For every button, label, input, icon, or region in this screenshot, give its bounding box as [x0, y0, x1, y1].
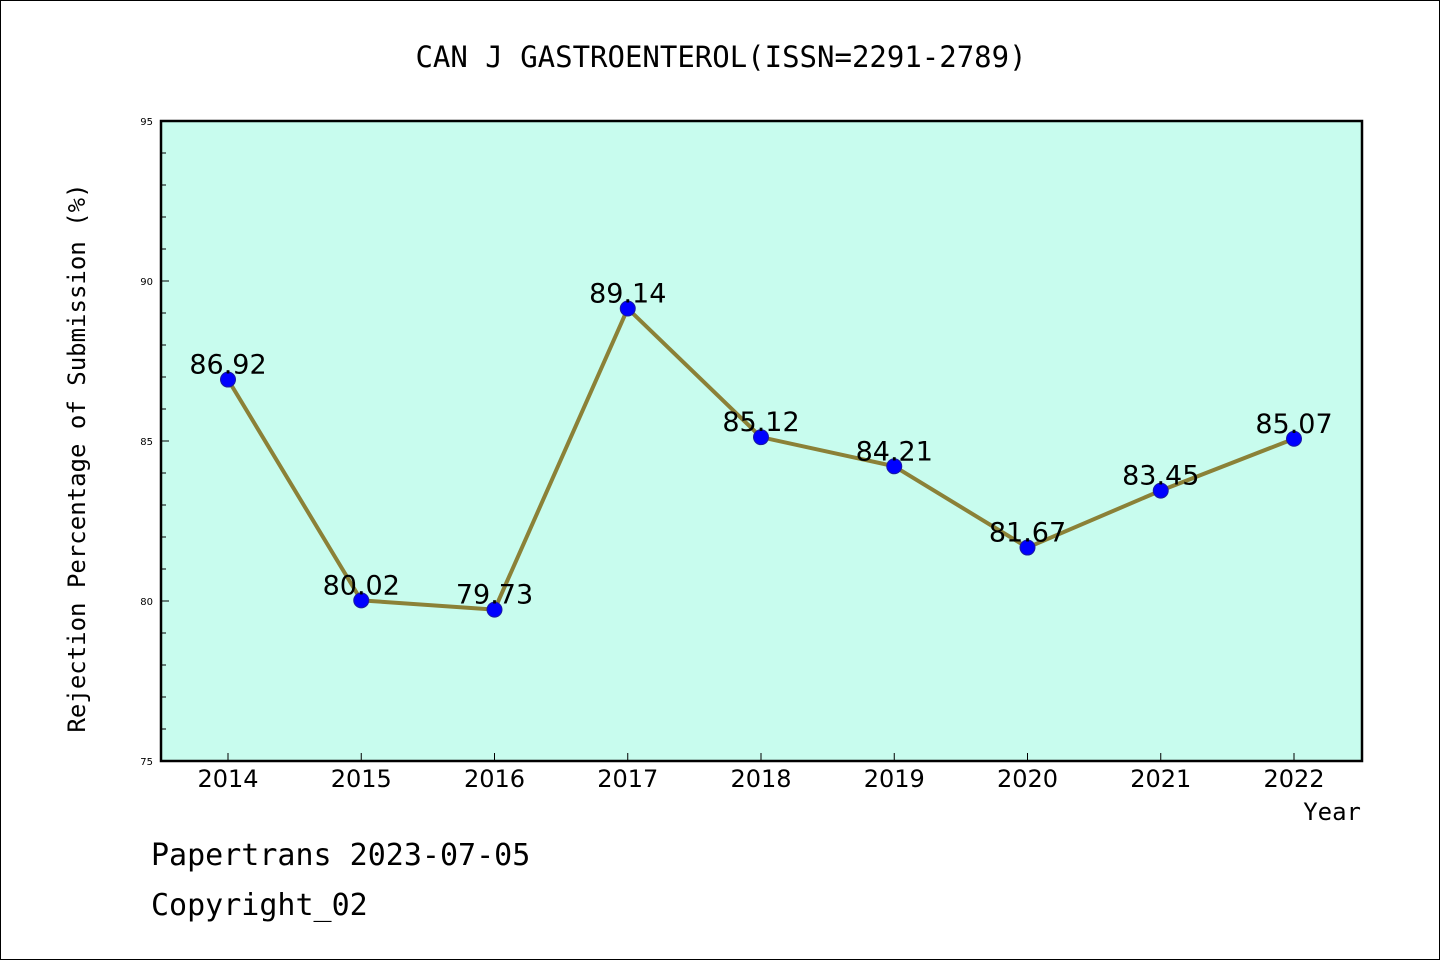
plot-border — [159, 119, 1364, 763]
data-point — [353, 592, 370, 609]
data-point — [886, 458, 903, 475]
data-point — [619, 300, 636, 317]
y-tick-label: 90 — [140, 277, 153, 288]
y-tick-label: 95 — [140, 117, 153, 128]
y-tick-label: 75 — [140, 757, 153, 768]
x-tick-label: 2022 — [1263, 765, 1324, 793]
data-label: 89.14 — [589, 279, 666, 310]
data-label: 86.92 — [189, 350, 266, 381]
data-point — [220, 371, 236, 388]
x-tick-label: 2015 — [331, 765, 392, 793]
x-tick-label: 2017 — [597, 765, 658, 793]
x-axis-label: Year — [1303, 798, 1361, 826]
data-point — [1152, 482, 1169, 499]
data-label: 84.21 — [856, 436, 933, 467]
data-point — [753, 429, 769, 446]
data-point — [486, 601, 503, 618]
x-tick-label: 2021 — [1130, 765, 1191, 793]
data-label: 85.07 — [1255, 409, 1332, 440]
x-tick-label: 2020 — [997, 765, 1058, 793]
data-label: 83.45 — [1122, 461, 1199, 492]
x-tick-label: 2019 — [864, 765, 925, 793]
x-tick-label: 2014 — [197, 765, 258, 793]
chart-title: CAN J GASTROENTEROL(ISSN=2291-2789) — [415, 40, 1026, 74]
x-tick-label: 2016 — [464, 765, 525, 793]
y-axis-label: Rejection Percentage of Submission (%) — [63, 183, 91, 732]
plot-area-group: 75 80 85 90 95 2014 2015 2016 2017 2018 2019 2020 20… — [140, 117, 1364, 793]
y-tick-label: 80 — [140, 597, 153, 608]
x-tick-label: 2018 — [730, 765, 791, 793]
y-tick-label: 85 — [140, 437, 153, 448]
footer-date-line: Papertrans 2023-07-05 — [151, 838, 530, 873]
data-point — [1286, 430, 1302, 447]
data-label: 85.12 — [722, 407, 799, 438]
data-label: 80.02 — [323, 570, 400, 601]
data-label: 81.67 — [989, 518, 1066, 549]
data-label: 79.73 — [456, 580, 533, 611]
footer-copyright-line: Copyright_02 — [151, 888, 368, 923]
data-point — [1019, 539, 1036, 556]
